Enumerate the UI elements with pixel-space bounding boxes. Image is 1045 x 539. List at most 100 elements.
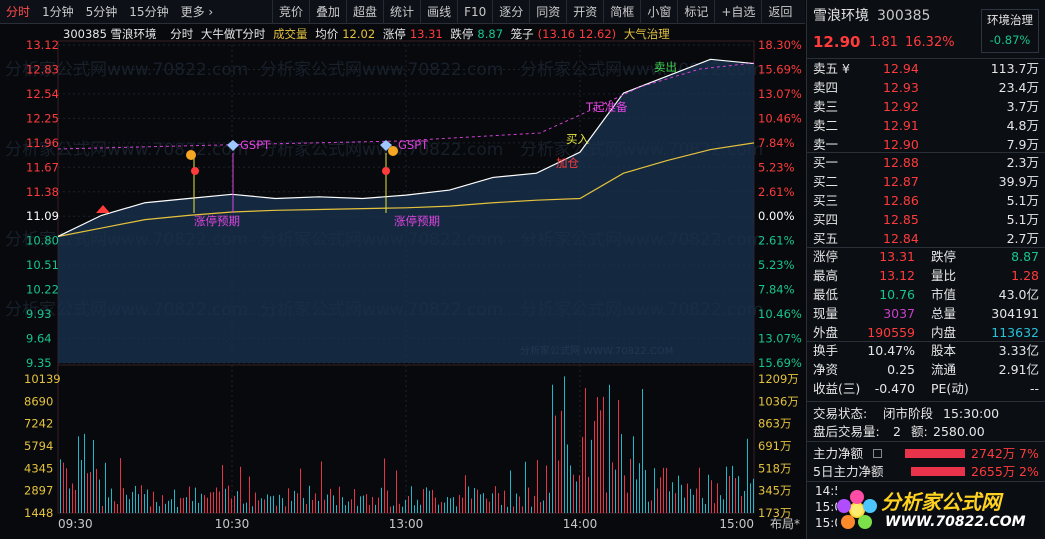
asks-row[interactable]: 卖三 12.92 3.7万 (813, 97, 1039, 116)
period-tabs: 分时 1分钟 5分钟 15分钟 更多 › (0, 0, 219, 24)
volume-bar (471, 498, 472, 513)
flow-row-2[interactable]: 5日主力净额 2655万 2% (813, 462, 1039, 481)
period-tab-0[interactable]: 分时 (6, 4, 31, 19)
volume-bar (654, 468, 655, 513)
flow-info-icon[interactable] (873, 449, 882, 458)
tool-button-6[interactable]: 逐分 (492, 0, 529, 24)
tool-button-8[interactable]: 开资 (566, 0, 603, 24)
volume-bar (108, 497, 109, 513)
volume-bar (462, 497, 463, 513)
asks-volume: 113.7万 (990, 61, 1039, 76)
volume-bar (177, 506, 178, 513)
volume-bar (696, 488, 697, 513)
period-tab-4[interactable]: 更多 › (180, 4, 214, 19)
tool-button-5[interactable]: F10 (457, 0, 492, 24)
bids-row[interactable]: 买五 12.84 2.7万 (813, 229, 1039, 248)
tool-button-10[interactable]: 小窗 (640, 0, 677, 24)
volume-bar (720, 495, 721, 513)
stat-label: 净资 (813, 362, 839, 377)
volume-bar (222, 465, 223, 513)
volume-bar (444, 502, 445, 513)
tool-button-2[interactable]: 超盘 (346, 0, 383, 24)
bids-row[interactable]: 买四 12.85 5.1万 (813, 210, 1039, 229)
tool-button-12[interactable]: +自选 (714, 0, 761, 24)
asks-row[interactable]: 卖五 ¥ 12.94 113.7万 (813, 59, 1039, 78)
stat-value: 304191 (991, 306, 1039, 321)
bids-row[interactable]: 买一 12.88 2.3万 (813, 153, 1039, 172)
divider (807, 481, 1045, 482)
tool-button-7[interactable]: 同资 (529, 0, 566, 24)
volume-bar (417, 499, 418, 513)
trade-status-row: 交易状态: 闭市阶段 15:30:00 (813, 404, 1039, 423)
flower-icon (191, 167, 199, 175)
period-label[interactable]: 分时 (170, 27, 194, 41)
volume-bar (309, 485, 310, 513)
volume-bar (126, 494, 127, 513)
quote-panel: 雪浪环境 300385 环境治理 -0.87% 12.90 1.81 16.32… (806, 0, 1045, 539)
volume-tick: 7242 (24, 417, 53, 431)
gspt-label: GSPT (240, 138, 271, 152)
period-tab-3[interactable]: 15分钟 (129, 4, 169, 19)
volume-bar (96, 468, 97, 513)
volume-bar (369, 504, 370, 513)
period-tab-2[interactable]: 5分钟 (85, 4, 118, 19)
sector-box[interactable]: 环境治理 -0.87% (981, 9, 1039, 53)
volume-bar (666, 467, 667, 513)
stat-row: 现量 3037 总量 304191 (813, 304, 1039, 323)
tool-button-1[interactable]: 叠加 (309, 0, 346, 24)
volume-bar (651, 500, 652, 513)
asks-label: 卖五 ¥ (813, 61, 850, 76)
volume-bar (507, 506, 508, 513)
volume-bar (135, 485, 136, 513)
volume-bar (258, 500, 259, 513)
volume-bar (597, 397, 598, 513)
tool-button-3[interactable]: 统计 (383, 0, 420, 24)
tool-button-9[interactable]: 简框 (603, 0, 640, 24)
volume-bar (492, 493, 493, 513)
stat-label: 跌停 (931, 249, 957, 264)
volume-bar (498, 493, 499, 513)
volume-bar (405, 499, 406, 513)
volume-bar (162, 495, 163, 513)
after-hours-row: 盘后交易量: 2 额: 2580.00 (813, 422, 1039, 441)
volume-bar (501, 504, 502, 513)
asks-row[interactable]: 卖一 12.90 7.9万 (813, 135, 1039, 154)
bids-row[interactable]: 买三 12.86 5.1万 (813, 191, 1039, 210)
flow-row-1[interactable]: 主力净额 2742万 7% (813, 444, 1039, 463)
period-tab-1[interactable]: 1分钟 (42, 4, 74, 19)
tool-button-0[interactable]: 竞价 (272, 0, 309, 24)
up-triangle-icon (96, 205, 110, 213)
banner-title: 分析家公式网 (881, 490, 1001, 514)
asks-row[interactable]: 卖四 12.93 23.4万 (813, 78, 1039, 97)
volume-bar (321, 461, 322, 513)
volume-bar (303, 497, 304, 513)
volume-bar (270, 496, 271, 513)
volume-bar (156, 501, 157, 513)
asks-label: 卖四 (813, 80, 839, 95)
volume-bar (672, 482, 673, 513)
volume-bar (753, 478, 754, 513)
volume-bar (105, 462, 106, 513)
rise-label: T起准备 (585, 100, 628, 114)
volume-bar (150, 506, 151, 513)
tool-button-11[interactable]: 标记 (677, 0, 714, 24)
bids-row[interactable]: 买二 12.87 39.9万 (813, 172, 1039, 191)
volume-label[interactable]: 成交量 (273, 27, 308, 41)
watermark-text: 分析家公式网www.70822.com (5, 60, 248, 80)
volume-bar (228, 485, 229, 513)
layout-button[interactable]: 布局* (770, 517, 800, 531)
indicator-label[interactable]: 大牛做T分时 (200, 27, 266, 41)
volume-bar (297, 493, 298, 513)
volume-bar (294, 490, 295, 513)
volume-bar (84, 433, 85, 513)
tool-button-13[interactable]: 返回 (761, 0, 798, 24)
volume-bar (300, 468, 301, 513)
tool-button-4[interactable]: 画线 (420, 0, 457, 24)
price-tick: 12.54 (26, 87, 59, 101)
price-tick: 12.83 (26, 62, 59, 76)
after-label: 盘后交易量: (813, 424, 880, 439)
volume-bar (522, 506, 523, 513)
asks-row[interactable]: 卖二 12.91 4.8万 (813, 116, 1039, 135)
axes: 13.12 12.83 12.54 12.25 11.96 11.67 11.38 11.09… (24, 38, 802, 531)
volume-bar (357, 505, 358, 513)
